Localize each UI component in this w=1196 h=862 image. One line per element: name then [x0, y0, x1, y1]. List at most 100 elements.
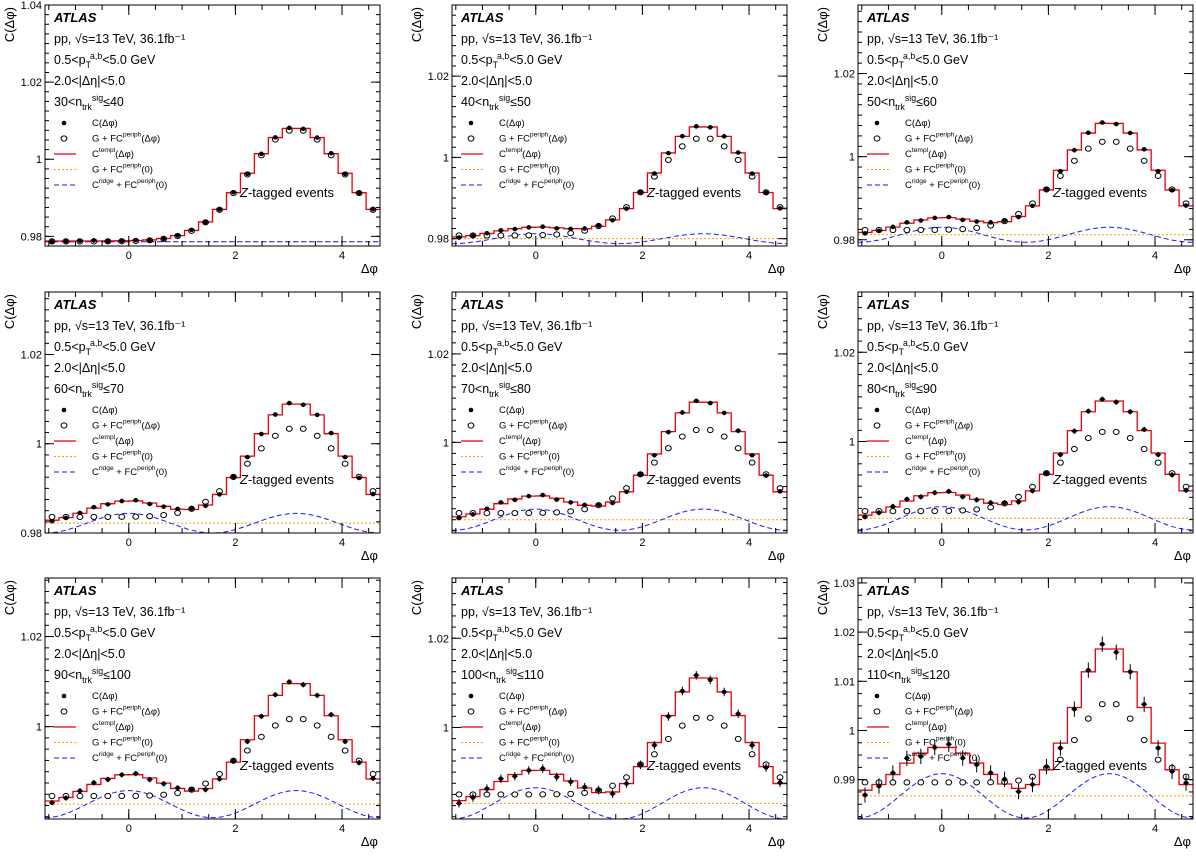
data-marker [624, 489, 629, 495]
data-marker [1099, 397, 1105, 402]
ridge-curve [45, 790, 380, 819]
data-marker [273, 412, 278, 417]
legend-label: G + FCperiph(Δφ) [92, 705, 160, 718]
legend-label: Ctempl(Δφ) [499, 434, 541, 447]
atlas-label: ATLAS [460, 583, 504, 598]
open-marker [313, 432, 321, 439]
data-marker [217, 207, 222, 212]
open-marker [720, 143, 728, 150]
panel-6: 1 1.02 0 2 4 Δφ C(Δφ) ATLAS pp, √s=13 TeV, 36.1f… [815, 291, 1194, 563]
data-marker [342, 454, 348, 460]
legend-marker-filled [468, 693, 474, 699]
legend-marker-open [873, 135, 881, 142]
data-marker [610, 217, 615, 223]
data-marker [1169, 472, 1175, 478]
open-marker [692, 426, 700, 434]
open-marker [341, 747, 349, 754]
open-marker [609, 495, 616, 502]
open-marker [917, 779, 925, 786]
data-marker [119, 772, 125, 778]
data-marker [217, 776, 222, 782]
atlas-label: ATLAS [460, 10, 504, 25]
data-marker [876, 783, 882, 789]
data-marker [231, 190, 236, 195]
data-marker [189, 227, 194, 233]
legend-label: Cridge + FCperiph(0) [905, 751, 980, 764]
data-marker [932, 490, 938, 495]
y-tick-label: 1 [443, 152, 449, 164]
data-marker [370, 776, 376, 781]
legend-marker-filled [874, 693, 880, 699]
open-marker [973, 224, 981, 232]
eta-range-label: 2.0<|Δη|<5.0 [867, 647, 938, 661]
y-tick-label: 1.02 [428, 71, 449, 83]
open-marker [748, 751, 756, 758]
y-tick-label: 1.02 [428, 349, 449, 361]
legend-label: G + FCperiph(Δφ) [499, 419, 567, 432]
data-marker [1127, 130, 1133, 136]
data-marker [763, 765, 769, 770]
x-tick-label: 2 [639, 537, 645, 549]
data-marker [328, 430, 334, 436]
data-marker [77, 788, 83, 794]
data-marker [105, 239, 111, 244]
axes-frame [857, 291, 1194, 534]
open-marker [664, 156, 672, 164]
open-marker [1070, 157, 1078, 164]
data-marker [370, 206, 376, 212]
open-marker [90, 513, 98, 521]
y-tick-label: 1.02 [834, 69, 855, 81]
pt-range-label: 0.5<pTa,b<5.0 GeV [54, 624, 156, 643]
axes-frame [44, 577, 381, 820]
data-marker [105, 502, 111, 507]
open-marker [945, 226, 953, 233]
open-marker [734, 445, 742, 452]
legend-marker-filled [61, 120, 67, 126]
y-tick-label: 1.03 [834, 578, 855, 590]
open-marker [973, 779, 981, 786]
data-marker [1086, 130, 1091, 136]
data-marker [680, 688, 685, 694]
open-marker [1084, 715, 1092, 722]
data-marker [960, 755, 966, 761]
data-marker [904, 220, 910, 225]
open-marker [525, 509, 533, 517]
legend-label: G + FCperiph(0) [499, 736, 560, 749]
z-tagged-label: Z-tagged events [239, 185, 334, 200]
legend-label: G + FCperiph(0) [905, 450, 966, 463]
eta-range-label: 2.0<|Δη|<5.0 [54, 361, 125, 375]
open-marker [720, 722, 728, 729]
data-marker [554, 226, 560, 231]
legend-marker-open [873, 422, 881, 429]
data-marker [1127, 669, 1133, 675]
data-marker [286, 679, 292, 685]
data-marker [1183, 203, 1189, 208]
data-marker [707, 677, 713, 683]
legend-label: C(Δφ) [905, 691, 931, 702]
data-marker [1099, 120, 1105, 125]
plot-area [452, 124, 787, 245]
open-marker [132, 792, 140, 799]
eta-range-label: 2.0<|Δη|<5.0 [54, 647, 125, 661]
data-marker [1141, 147, 1147, 152]
eta-range-label: 2.0<|Δη|<5.0 [461, 647, 532, 661]
data-marker [1002, 500, 1007, 506]
legend-label: G + FCperiph(0) [499, 450, 560, 463]
x-tick-label: 0 [126, 537, 132, 549]
open-marker [257, 733, 265, 740]
data-marker [231, 474, 236, 480]
pt-range-label: 0.5<pTa,b<5.0 GeV [867, 338, 969, 357]
legend-marker-filled [874, 120, 880, 126]
panel-7: 1 1.02 0 2 4 Δφ C(Δφ) ATLAS pp, √s=13 TeV, 36.1f… [2, 577, 381, 849]
y-axis-label: C(Δφ) [815, 580, 830, 615]
x-tick-label: 4 [746, 823, 752, 835]
panel-3: 0.98 1 1.02 0 2 4 Δφ C(Δφ) ATLAS pp, √s=13 TeV, 3… [815, 4, 1194, 276]
plot-area [45, 400, 380, 533]
legend-marker-filled [61, 693, 67, 699]
data-marker [161, 781, 166, 787]
data-marker [328, 712, 334, 717]
atlas-label: ATLAS [866, 583, 910, 598]
legend-label: Ctempl(Δφ) [905, 434, 947, 447]
